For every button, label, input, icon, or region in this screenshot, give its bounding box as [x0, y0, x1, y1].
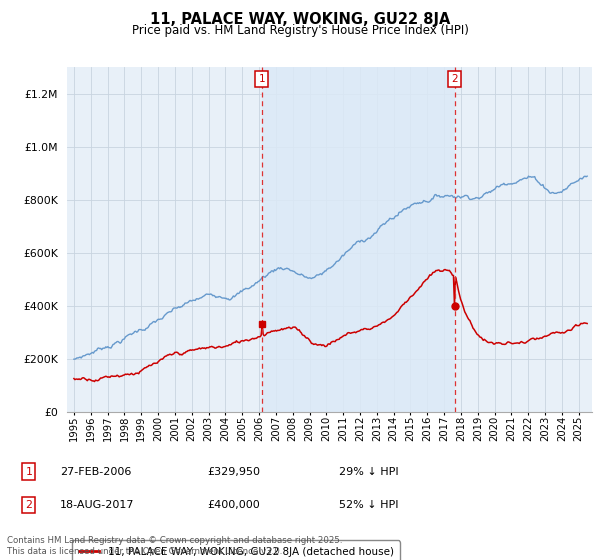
Text: 18-AUG-2017: 18-AUG-2017: [60, 500, 134, 510]
Bar: [262, 67, 455, 412]
Text: £329,950: £329,950: [207, 466, 260, 477]
Text: Price paid vs. HM Land Registry's House Price Index (HPI): Price paid vs. HM Land Registry's House …: [131, 24, 469, 36]
Text: Contains HM Land Registry data © Crown copyright and database right 2025.
This d: Contains HM Land Registry data © Crown c…: [7, 536, 343, 556]
Text: 52% ↓ HPI: 52% ↓ HPI: [339, 500, 398, 510]
Text: 2: 2: [451, 74, 458, 84]
Text: 11, PALACE WAY, WOKING, GU22 8JA: 11, PALACE WAY, WOKING, GU22 8JA: [150, 12, 450, 27]
Text: 29% ↓ HPI: 29% ↓ HPI: [339, 466, 398, 477]
Text: 2: 2: [25, 500, 32, 510]
Legend: 11, PALACE WAY, WOKING, GU22 8JA (detached house), HPI: Average price, detached : 11, PALACE WAY, WOKING, GU22 8JA (detach…: [73, 540, 400, 560]
Text: 1: 1: [259, 74, 265, 84]
Text: 1: 1: [25, 466, 32, 477]
Text: 27-FEB-2006: 27-FEB-2006: [60, 466, 131, 477]
Text: £400,000: £400,000: [207, 500, 260, 510]
